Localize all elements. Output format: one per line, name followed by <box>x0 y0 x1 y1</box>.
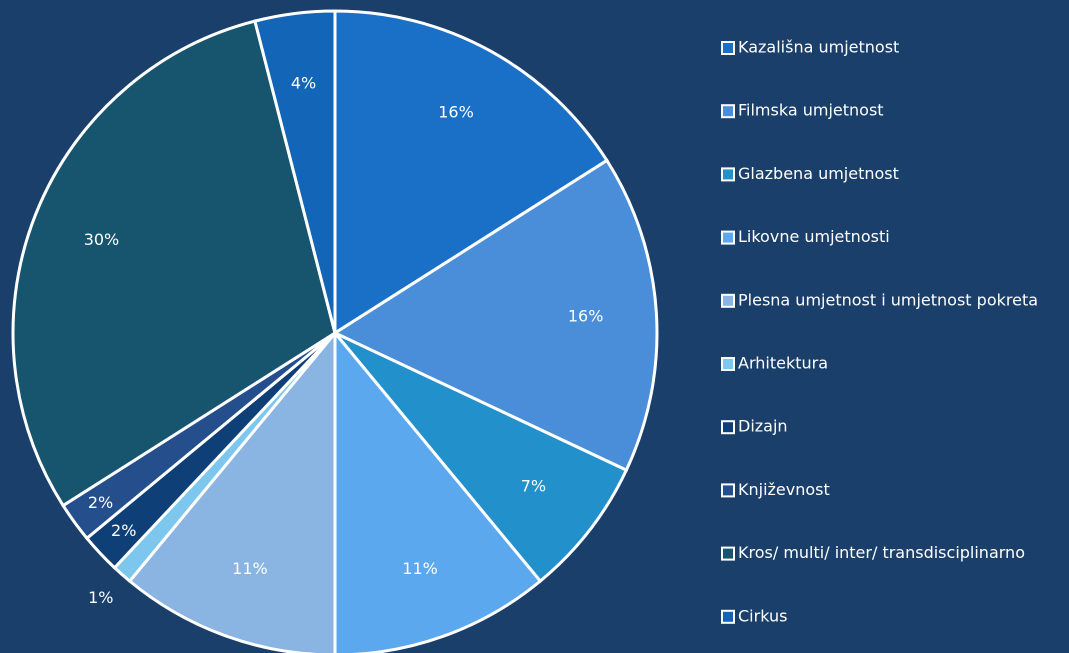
legend-marker <box>721 293 735 308</box>
legend-marker <box>721 483 735 498</box>
legend-label: Filmska umjetnost <box>738 101 884 120</box>
data-label: 11% <box>402 559 438 578</box>
data-label: 4% <box>291 73 316 92</box>
data-label: 11% <box>232 559 268 578</box>
legend-label: Likovne umjetnosti <box>738 227 890 246</box>
legend-label: Književnost <box>738 480 830 499</box>
legend-marker <box>721 41 735 55</box>
pie-slice <box>333 9 609 336</box>
legend-label: Kazališna umjetnost <box>738 38 899 57</box>
pie-slice <box>333 331 629 584</box>
data-label: 16% <box>438 102 474 121</box>
legend-marker <box>721 167 735 182</box>
data-label: 2% <box>88 493 113 512</box>
pie-slice <box>127 328 337 653</box>
legend-label: Cirkus <box>738 606 787 625</box>
pie-slice <box>331 158 659 473</box>
data-label: 7% <box>521 476 546 495</box>
legend-marker <box>721 357 735 371</box>
data-label: 30% <box>84 230 120 249</box>
data-label: 16% <box>568 307 604 326</box>
data-label: 2% <box>111 521 136 540</box>
legend-label: Arhitektura <box>738 354 828 373</box>
legend-marker <box>721 230 735 245</box>
legend-label: Plesna umjetnost i umjetnost pokreta <box>738 290 1038 309</box>
legend-label: Glazbena umjetnost <box>738 164 899 183</box>
legend-label: Dizajn <box>738 417 788 436</box>
legend-marker <box>721 420 735 435</box>
pie-slice <box>253 9 337 334</box>
legend-marker <box>721 104 735 119</box>
legend-marker <box>721 546 735 561</box>
legend-label: Kros/ multi/ inter/ transdisciplinarno <box>738 543 1025 562</box>
pie-slice <box>11 19 337 508</box>
legend-marker <box>721 609 735 624</box>
pie-slice <box>333 328 543 653</box>
data-label: 1% <box>88 588 113 607</box>
